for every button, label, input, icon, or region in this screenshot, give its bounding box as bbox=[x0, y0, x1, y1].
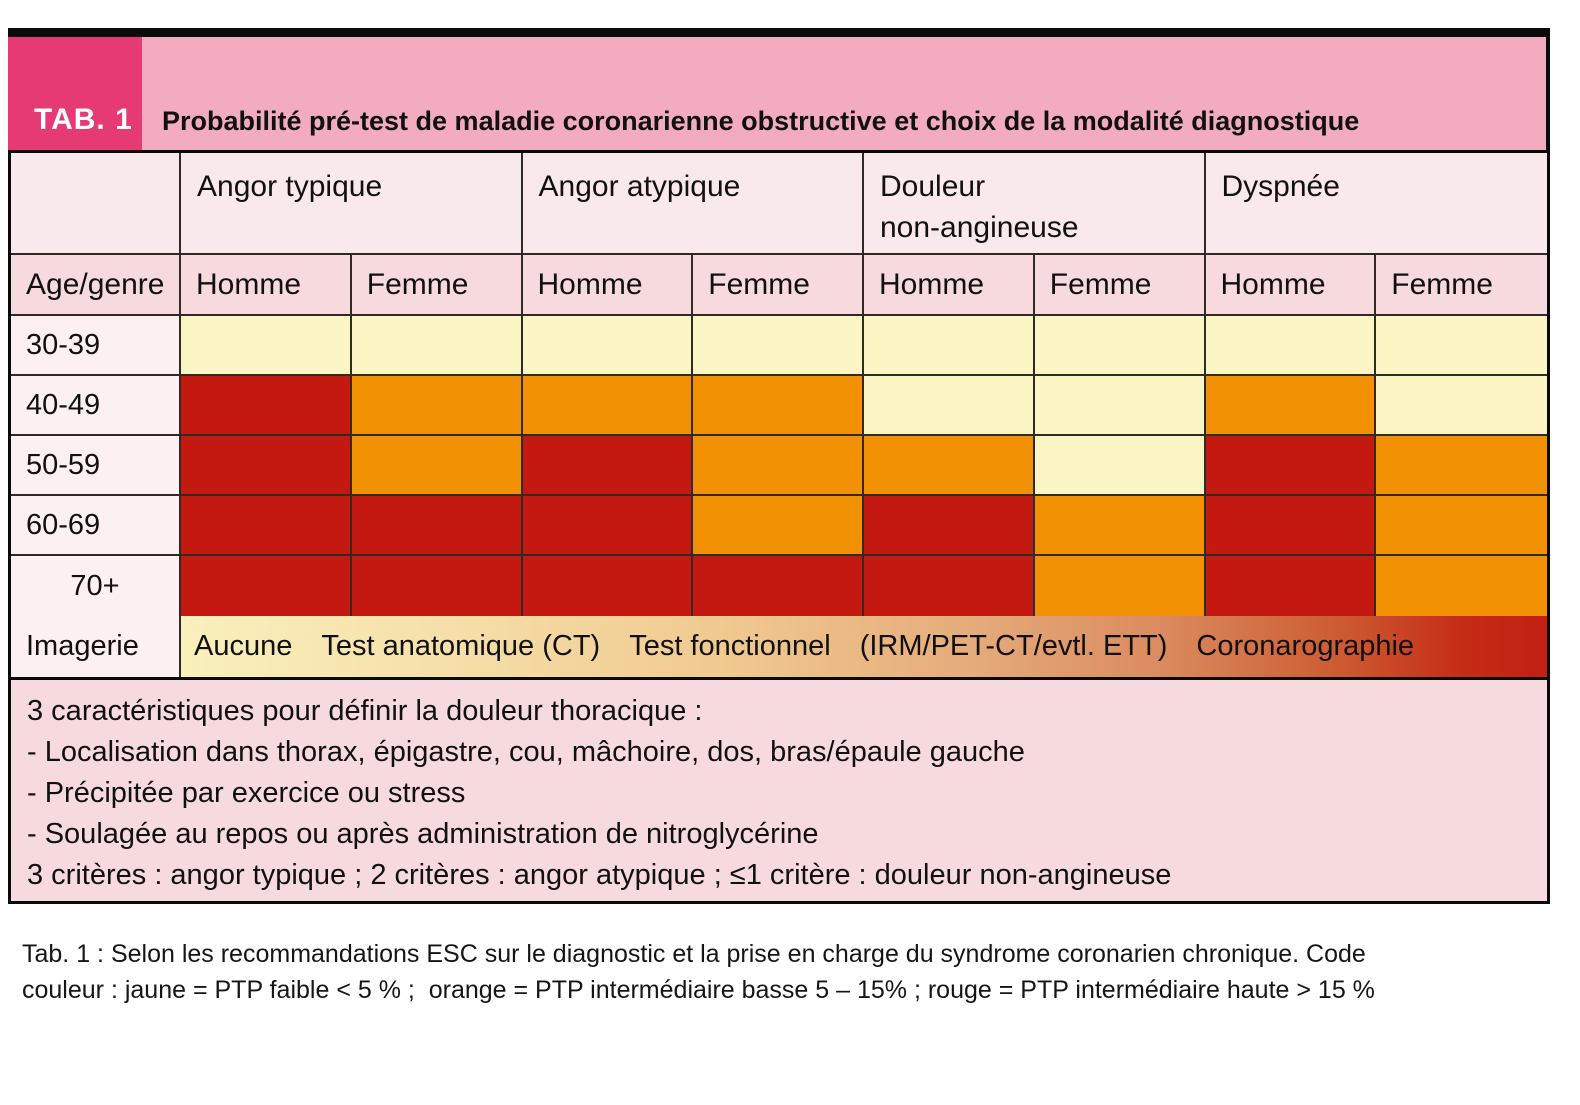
ptp-cell bbox=[693, 376, 864, 434]
age-gender-header-cell: Age/genre bbox=[11, 255, 181, 314]
ptp-cell bbox=[1376, 556, 1547, 616]
gender-header-cell: Homme bbox=[181, 255, 352, 314]
ptp-cell bbox=[181, 496, 352, 554]
definition-notes: 3 caractéristiques pour définir la doule… bbox=[11, 677, 1547, 901]
ptp-cell bbox=[864, 496, 1035, 554]
age-label-cell: 60-69 bbox=[11, 496, 181, 554]
ptp-cell bbox=[693, 556, 864, 616]
table-number-badge: TAB. 1 bbox=[8, 37, 142, 150]
gender-header-cell: Homme bbox=[522, 255, 694, 314]
caption-line: Tab. 1 : Selon les recommandations ESC s… bbox=[22, 940, 1366, 968]
imaging-option: Aucune bbox=[194, 630, 293, 662]
note-line: 3 critères : angor typique ; 2 critères … bbox=[27, 859, 1172, 891]
ptp-cell bbox=[693, 496, 864, 554]
age-row: 50-59 bbox=[11, 436, 1547, 496]
figure-caption: Tab. 1 : Selon les recommandations ESC s… bbox=[22, 936, 1550, 1008]
ptp-cell bbox=[1205, 316, 1377, 374]
ptp-cell bbox=[1034, 316, 1206, 374]
ptp-cell bbox=[181, 556, 352, 616]
age-label-cell: 50-59 bbox=[11, 436, 181, 494]
group-header-row: Angor typique Angor atypique Douleur non-a… bbox=[11, 153, 1547, 255]
ptp-cell bbox=[181, 376, 352, 434]
ptp-cell bbox=[522, 496, 694, 554]
column-group-header: Angor atypique bbox=[522, 153, 864, 253]
age-row: 70+ bbox=[11, 556, 1547, 616]
ptp-cell bbox=[522, 556, 694, 616]
ptp-cell bbox=[1034, 496, 1206, 554]
ptp-cell bbox=[1205, 496, 1377, 554]
table-title: Probabilité pré-test de maladie coronari… bbox=[162, 106, 1360, 136]
column-group-label: Dyspnée bbox=[1221, 170, 1340, 203]
age-row: 60-69 bbox=[11, 496, 1547, 556]
imaging-label-cell: Imagerie bbox=[11, 616, 181, 677]
ptp-cell bbox=[864, 556, 1035, 616]
ptp-cell bbox=[864, 316, 1035, 374]
ptp-cell bbox=[1034, 556, 1206, 616]
column-group-label: Angor atypique bbox=[538, 170, 741, 203]
ptp-cell bbox=[1034, 436, 1206, 494]
ptp-cell bbox=[181, 436, 352, 494]
imaging-option: Test fonctionnel bbox=[629, 630, 831, 662]
age-label-cell: 40-49 bbox=[11, 376, 181, 434]
ptp-cell bbox=[1376, 496, 1547, 554]
ptp-cell bbox=[522, 436, 694, 494]
age-label-cell: 70+ bbox=[11, 556, 181, 616]
ptp-cell bbox=[522, 376, 694, 434]
age-label-cell: 30-39 bbox=[11, 316, 181, 374]
corner-cell bbox=[11, 153, 181, 253]
caption-line: couleur : jaune = PTP faible < 5 % ; ora… bbox=[22, 976, 1375, 1004]
pretest-probability-table: Angor typique Angor atypique Douleur non-a… bbox=[8, 150, 1550, 904]
column-group-header: Douleur non-angineuse bbox=[864, 153, 1206, 253]
ptp-cell bbox=[1205, 556, 1377, 616]
gender-header-cell: Femme bbox=[1034, 255, 1206, 314]
ptp-cell bbox=[1205, 376, 1377, 434]
age-row: 30-39 bbox=[11, 316, 1547, 376]
gender-header-row: Age/genre Homme Femme Homme Femme Homme Femme… bbox=[11, 255, 1547, 316]
ptp-cell bbox=[1376, 436, 1547, 494]
heatmap-body: 30-39 40-49 50-59 60-69 70+ bbox=[11, 316, 1547, 616]
imaging-gradient-cell: Aucune Test anatomique (CT) Test fonctionn… bbox=[181, 616, 1547, 677]
title-band: TAB. 1 Probabilité pré-test de maladie c… bbox=[8, 28, 1550, 150]
imaging-row: Imagerie Aucune Test anatomique (CT) Test … bbox=[11, 616, 1547, 677]
ptp-cell bbox=[181, 316, 352, 374]
column-group-label: Douleur non-angineuse bbox=[880, 170, 1079, 244]
gender-header-cell: Femme bbox=[351, 255, 523, 314]
ptp-cell bbox=[351, 316, 523, 374]
ptp-cell bbox=[351, 376, 523, 434]
ptp-cell bbox=[351, 556, 523, 616]
ptp-cell bbox=[351, 496, 523, 554]
ptp-cell bbox=[351, 436, 523, 494]
note-line: - Localisation dans thorax, épigastre, c… bbox=[27, 736, 1025, 768]
gender-header-cell: Homme bbox=[864, 255, 1035, 314]
figure-container: TAB. 1 Probabilité pré-test de maladie c… bbox=[8, 28, 1550, 1008]
ptp-cell bbox=[522, 316, 694, 374]
ptp-cell bbox=[864, 436, 1035, 494]
imaging-option: Coronarographie bbox=[1196, 630, 1415, 662]
gender-header-cell: Femme bbox=[1376, 255, 1547, 314]
table-title-bar: Probabilité pré-test de maladie coronari… bbox=[142, 37, 1550, 150]
note-line: - Soulagée au repos ou après administrat… bbox=[27, 818, 819, 850]
column-group-header: Dyspnée bbox=[1205, 153, 1547, 253]
gender-header-cell: Femme bbox=[693, 255, 864, 314]
imaging-option: Test anatomique (CT) bbox=[321, 630, 601, 662]
ptp-cell bbox=[864, 376, 1035, 434]
age-row: 40-49 bbox=[11, 376, 1547, 436]
imaging-option: (IRM/PET-CT/evtl. ETT) bbox=[859, 630, 1168, 662]
ptp-cell bbox=[1376, 376, 1547, 434]
column-group-header: Angor typique bbox=[181, 153, 523, 253]
ptp-cell bbox=[693, 436, 864, 494]
column-group-label: Angor typique bbox=[197, 170, 383, 203]
note-line: - Précipitée par exercice ou stress bbox=[27, 777, 466, 809]
ptp-cell bbox=[1034, 376, 1206, 434]
table-number-label: TAB. 1 bbox=[34, 103, 133, 136]
note-line: 3 caractéristiques pour définir la doule… bbox=[27, 695, 703, 727]
ptp-cell bbox=[693, 316, 864, 374]
gender-header-cell: Homme bbox=[1205, 255, 1377, 314]
ptp-cell bbox=[1205, 436, 1377, 494]
ptp-cell bbox=[1376, 316, 1547, 374]
